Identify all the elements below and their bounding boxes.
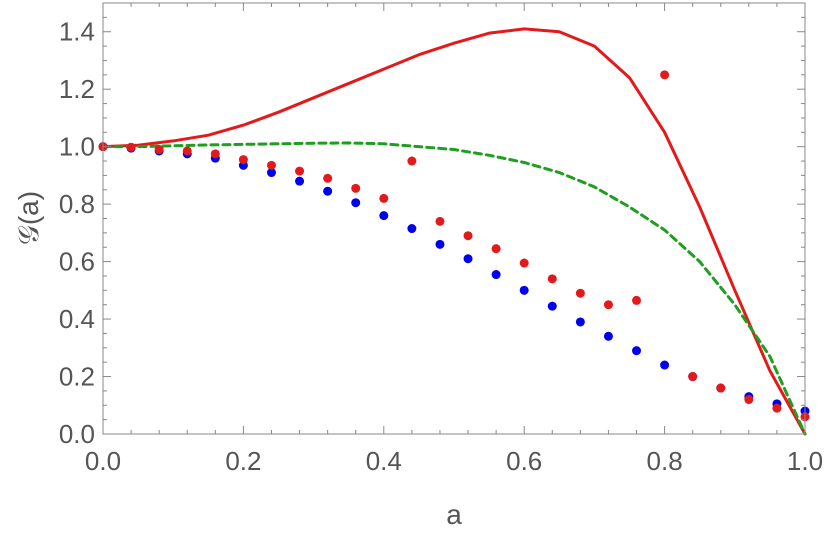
data-point [463,254,473,264]
data-point [575,317,585,327]
data-point [435,216,445,226]
data-point [603,300,613,310]
y-tick-label: 1.2 [59,74,95,104]
data-point [688,372,698,382]
y-tick-label: 0.4 [59,304,95,334]
y-tick-label: 1.4 [59,17,95,47]
data-point [323,186,333,196]
data-point [238,155,248,165]
data-point [379,193,389,203]
data-point [632,346,642,356]
data-point [491,244,501,254]
ticks-layer: 0.0 0.2 0.4 0.6 0.8 1.0 0.0 0.2 0.4 0.6 0.8 1.0 1.2 1… [59,3,823,476]
y-axis-label: 𝒢(a) [13,191,44,245]
plot-frame [102,2,806,435]
x-tick-label: 0.4 [366,446,402,476]
data-point [266,160,276,170]
y-tick-label: 0.2 [59,362,95,392]
data-point [660,360,670,370]
data-point [295,166,305,176]
data-point [491,270,501,280]
data-point [210,149,220,159]
data-point [519,258,529,268]
data-point [323,173,333,183]
y-tick-label: 0.6 [59,247,95,277]
data-point [772,403,782,413]
data-point [379,211,389,221]
data-point [407,224,417,234]
data-point [575,288,585,298]
data-point [463,231,473,241]
x-tick-label: 1.0 [787,446,823,476]
data-point [266,168,276,178]
data-point [632,295,642,305]
y-tick-label: 1.0 [59,132,95,162]
data-point [547,274,557,284]
x-tick-label: 0.6 [506,446,542,476]
dashed-curve-1 [101,141,807,436]
series-layer [98,27,810,436]
data-point [182,146,192,156]
x-tick-label: 0.0 [85,446,121,476]
data-point [407,156,417,166]
x-tick-label: 0.8 [647,446,683,476]
data-point [603,331,613,341]
x-axis-label: a [446,499,462,530]
data-point [435,239,445,249]
data-point [154,145,164,155]
x-tick-label: 0.2 [225,446,261,476]
data-point [660,70,670,80]
data-point [351,183,361,193]
y-tick-label: 0.8 [59,189,95,219]
data-point [519,285,529,295]
data-point [295,176,305,186]
data-point [744,395,754,405]
data-point [351,198,361,208]
data-point [716,383,726,393]
solid-curve-0 [101,27,807,436]
data-point [547,301,557,311]
y-tick-label: 0.0 [59,419,95,449]
data-point [126,142,136,152]
